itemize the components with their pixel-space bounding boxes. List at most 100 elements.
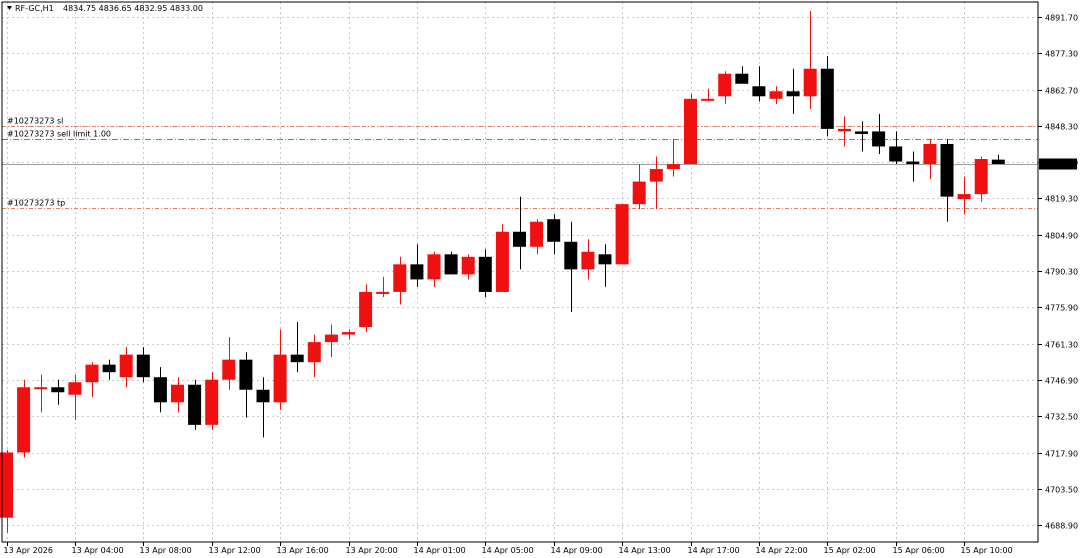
candle-body [102, 364, 116, 373]
candle-body [991, 159, 1005, 165]
candle-body [0, 452, 13, 518]
candle[interactable] [684, 93, 697, 165]
candle[interactable] [632, 164, 646, 210]
candle[interactable] [837, 116, 851, 147]
candle[interactable] [34, 374, 48, 413]
candle[interactable] [119, 347, 133, 388]
candle[interactable] [102, 359, 116, 380]
order-label-sell_limit: #10273273 sell limit 1.00 [7, 130, 111, 139]
candle[interactable] [324, 324, 338, 358]
candle[interactable] [940, 138, 954, 222]
time-tick-label: 15 Apr 06:00 [893, 546, 945, 555]
candle[interactable] [85, 362, 99, 398]
candle[interactable] [855, 121, 868, 152]
price-axis[interactable]: 4688.90 4703.50 4717.90 4732.50 4746.90 4761.… [1038, 14, 1078, 531]
candle-body [427, 254, 441, 280]
candle[interactable] [444, 251, 458, 275]
candle[interactable] [239, 352, 253, 418]
candle[interactable] [153, 367, 167, 413]
candle[interactable] [923, 138, 937, 180]
candle-body [735, 73, 749, 84]
candle[interactable] [222, 337, 236, 390]
candle[interactable] [461, 254, 475, 280]
candle-body [51, 387, 65, 393]
candle-body [239, 359, 253, 390]
candle-body [307, 342, 321, 363]
candle-body [581, 251, 595, 270]
candle-body [889, 146, 903, 162]
candle[interactable] [547, 214, 561, 255]
candle[interactable] [564, 221, 578, 313]
candle[interactable] [51, 379, 65, 405]
triangle-down-icon[interactable] [7, 6, 12, 10]
candle[interactable] [666, 138, 680, 177]
time-tick-label: 14 Apr 17:00 [688, 546, 740, 555]
candle[interactable] [513, 196, 526, 270]
candle-body [342, 332, 355, 335]
price-tick-label: 4775.90 [1045, 304, 1078, 313]
candle[interactable] [478, 249, 492, 297]
candle-body [410, 264, 424, 280]
candle[interactable] [359, 284, 373, 333]
candle[interactable] [136, 347, 150, 383]
candle[interactable] [171, 377, 184, 413]
candle[interactable] [530, 219, 544, 255]
candle[interactable] [615, 204, 629, 265]
candle[interactable] [188, 379, 202, 430]
candle[interactable] [786, 68, 800, 114]
candle-body [461, 256, 475, 275]
candle[interactable] [410, 244, 424, 287]
candle-body [513, 231, 526, 247]
candle-body [547, 219, 561, 242]
candle[interactable] [273, 329, 287, 410]
candle[interactable] [889, 131, 903, 165]
candle[interactable] [598, 244, 612, 287]
candle[interactable] [991, 154, 1005, 165]
price-tick-label: 4877.30 [1045, 50, 1078, 59]
price-tick-label: 4862.70 [1045, 87, 1078, 96]
candle[interactable] [718, 71, 732, 104]
candle[interactable] [906, 151, 920, 182]
candle[interactable] [649, 156, 663, 210]
candle[interactable] [769, 86, 783, 104]
price-tick-label: 4819.30 [1045, 195, 1078, 204]
symbol-label: RF-GC,H1 [15, 4, 54, 13]
candle[interactable] [307, 334, 321, 378]
candle-body [684, 98, 697, 165]
candle[interactable] [701, 88, 715, 102]
price-tick-label: 4761.30 [1045, 341, 1078, 350]
candle-body [940, 143, 954, 197]
candle[interactable] [872, 113, 886, 154]
chart-header: RF-GC,H1 4834.75 4836.65 4832.95 4833.00 [7, 4, 203, 13]
candle[interactable] [735, 66, 749, 84]
candle-body [957, 194, 971, 200]
candle[interactable] [0, 449, 13, 533]
candle[interactable] [752, 66, 766, 102]
candle[interactable] [957, 176, 971, 215]
candles[interactable] [0, 11, 1005, 533]
candle[interactable] [427, 251, 441, 287]
candle-body [153, 377, 167, 403]
candle[interactable] [376, 276, 390, 297]
candle-body [256, 389, 270, 403]
candle[interactable] [581, 239, 595, 280]
candle[interactable] [256, 377, 270, 438]
time-tick-label: 13 Apr 2026 [4, 546, 53, 555]
candle[interactable] [68, 374, 82, 420]
candle[interactable] [17, 379, 31, 458]
order-label-sl: #10273273 sl [7, 117, 63, 126]
candle-body [752, 86, 766, 97]
candle-body [222, 359, 236, 380]
candle[interactable] [820, 56, 834, 137]
candle[interactable] [803, 11, 817, 109]
candle-body [290, 354, 304, 363]
candle[interactable] [342, 329, 355, 340]
time-axis[interactable]: 13 Apr 2026 13 Apr 04:00 13 Apr 08:00 13 Ap… [4, 542, 1013, 555]
candle[interactable] [974, 156, 988, 202]
candle-body [188, 384, 202, 425]
candle[interactable] [290, 322, 304, 373]
candle[interactable] [393, 256, 407, 305]
candle[interactable] [495, 224, 509, 292]
candle[interactable] [205, 372, 219, 430]
